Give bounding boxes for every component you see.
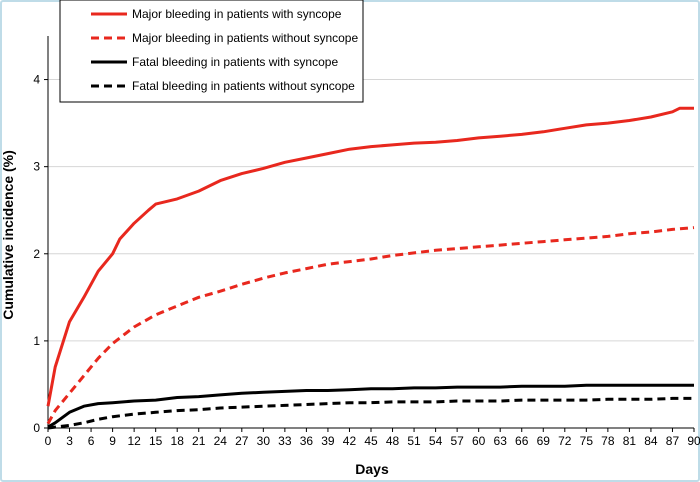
- legend-label-1: Major bleeding in patients with syncope: [132, 7, 342, 21]
- x-tick-label-27: 27: [235, 434, 249, 448]
- x-tick-label-30: 30: [257, 434, 271, 448]
- x-tick-label-3: 3: [66, 434, 73, 448]
- legend: Major bleeding in patients with syncope M…: [59, 0, 364, 103]
- series-line-1: [46, 106, 694, 407]
- x-tick-label-36: 36: [300, 434, 314, 448]
- x-tick-label-51: 51: [407, 434, 421, 448]
- gridlines: [48, 79, 694, 342]
- x-tick-label-75: 75: [580, 434, 594, 448]
- x-tick-label-15: 15: [149, 434, 163, 448]
- legend-label-4: Fatal bleeding in patients without synco…: [132, 79, 355, 93]
- x-tick-label-66: 66: [515, 434, 529, 448]
- x-tick-label-90: 90: [687, 434, 700, 448]
- x-tick-label-0: 0: [45, 434, 52, 448]
- y-tick-label-1: 1: [33, 334, 40, 348]
- series-line-4: [47, 396, 694, 430]
- x-tick-label-42: 42: [343, 434, 357, 448]
- x-tick-label-18: 18: [171, 434, 185, 448]
- x-tick-label-87: 87: [666, 434, 680, 448]
- y-tick-label-4: 4: [33, 73, 40, 87]
- x-tick-label-69: 69: [537, 434, 551, 448]
- series-line-3: [47, 383, 694, 429]
- x-tick-label-48: 48: [386, 434, 400, 448]
- x-tick-label-9: 9: [109, 434, 116, 448]
- x-tick-label-78: 78: [601, 434, 615, 448]
- x-tick-label-54: 54: [429, 434, 443, 448]
- x-axis-title: Days: [355, 461, 389, 477]
- x-tick-label-84: 84: [644, 434, 658, 448]
- x-tick-label-12: 12: [127, 434, 141, 448]
- y-tick-label-0: 0: [33, 421, 40, 435]
- legend-label-3: Fatal bleeding in patients with syncope: [132, 55, 338, 69]
- x-tick-label-24: 24: [214, 434, 228, 448]
- x-tick-label-57: 57: [450, 434, 464, 448]
- x-tick-label-81: 81: [623, 434, 637, 448]
- x-tick-label-39: 39: [321, 434, 335, 448]
- x-tick-label-63: 63: [494, 434, 508, 448]
- x-tick-label-72: 72: [558, 434, 572, 448]
- y-axis-title: Cumulative incidence (%): [0, 150, 16, 320]
- y-tick-label-3: 3: [33, 160, 40, 174]
- legend-label-2: Major bleeding in patients without synco…: [132, 31, 358, 45]
- y-tick-label-2: 2: [33, 247, 40, 261]
- x-tick-label-21: 21: [192, 434, 206, 448]
- x-tick-label-60: 60: [472, 434, 486, 448]
- series-layer: [46, 106, 695, 430]
- series-line-2: [46, 226, 695, 425]
- x-tick-label-6: 6: [88, 434, 95, 448]
- x-tick-label-33: 33: [278, 434, 292, 448]
- x-tick-label-45: 45: [364, 434, 378, 448]
